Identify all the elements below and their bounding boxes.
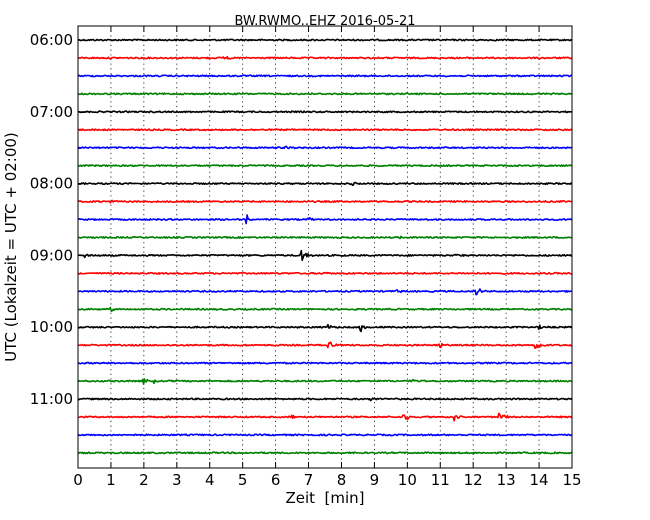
trace-0900 xyxy=(77,249,573,262)
trace-0730 xyxy=(77,145,573,150)
x-tick-label: 11 xyxy=(431,471,450,489)
plot-frame xyxy=(77,25,573,469)
x-tick-label: 14 xyxy=(530,471,549,489)
trace-1115 xyxy=(77,412,573,422)
x-tick-label: 4 xyxy=(205,471,215,489)
trace-0800 xyxy=(77,181,573,187)
trace-0745 xyxy=(77,164,573,168)
trace-0600 xyxy=(77,38,573,42)
y-axis-label: UTC (Lokalzeit = UTC + 02:00) xyxy=(2,132,20,362)
trace-1030 xyxy=(77,361,573,365)
x-tick-label: 8 xyxy=(337,471,347,489)
trace-0830 xyxy=(77,214,573,225)
trace-0700 xyxy=(77,110,573,114)
y-tick-label: 07:00 xyxy=(30,103,73,121)
trace-1100 xyxy=(78,397,573,402)
x-tick-label: 15 xyxy=(562,471,581,489)
trace-0915 xyxy=(77,271,573,275)
x-tick-label: 9 xyxy=(370,471,380,489)
x-tick-label: 6 xyxy=(271,471,281,489)
y-tick-label: 10:00 xyxy=(30,318,73,336)
x-tick-label: 3 xyxy=(172,471,182,489)
grid xyxy=(110,26,540,468)
chart-title: BW.RWMO..EHZ 2016-05-21 xyxy=(234,14,415,29)
y-tick-label: 06:00 xyxy=(30,31,73,49)
x-tick-label: 0 xyxy=(73,471,83,489)
y-axis-ticks: 06:00 07:00 08:00 09:00 10:00 11:00 xyxy=(30,31,572,408)
trace-0815 xyxy=(77,199,573,204)
trace-0645 xyxy=(77,92,573,96)
seismogram-traces xyxy=(77,38,573,455)
x-tick-label: 13 xyxy=(497,471,516,489)
x-tick-label: 12 xyxy=(464,471,483,489)
x-tick-label: 7 xyxy=(304,471,314,489)
x-tick-label: 2 xyxy=(139,471,149,489)
x-tick-label: 10 xyxy=(398,471,417,489)
trace-0630 xyxy=(77,74,573,78)
y-tick-label: 08:00 xyxy=(30,175,73,193)
x-axis-label: Zeit [min] xyxy=(285,489,364,507)
trace-0715 xyxy=(77,128,573,132)
trace-1045 xyxy=(77,378,573,386)
y-tick-label: 09:00 xyxy=(30,246,73,264)
x-tick-label: 5 xyxy=(238,471,248,489)
trace-1000 xyxy=(77,323,573,333)
trace-1015 xyxy=(77,341,573,349)
trace-0945 xyxy=(77,306,573,312)
trace-1145 xyxy=(77,451,573,455)
trace-1130 xyxy=(77,433,573,437)
trace-0930 xyxy=(77,288,573,296)
trace-0615 xyxy=(77,55,573,60)
x-axis-ticks: 0 1 2 3 4 5 6 7 8 9 10 11 12 13 14 15 xyxy=(73,26,582,489)
y-tick-label: 11:00 xyxy=(30,390,73,408)
trace-0845 xyxy=(77,235,573,240)
x-tick-label: 1 xyxy=(106,471,116,489)
